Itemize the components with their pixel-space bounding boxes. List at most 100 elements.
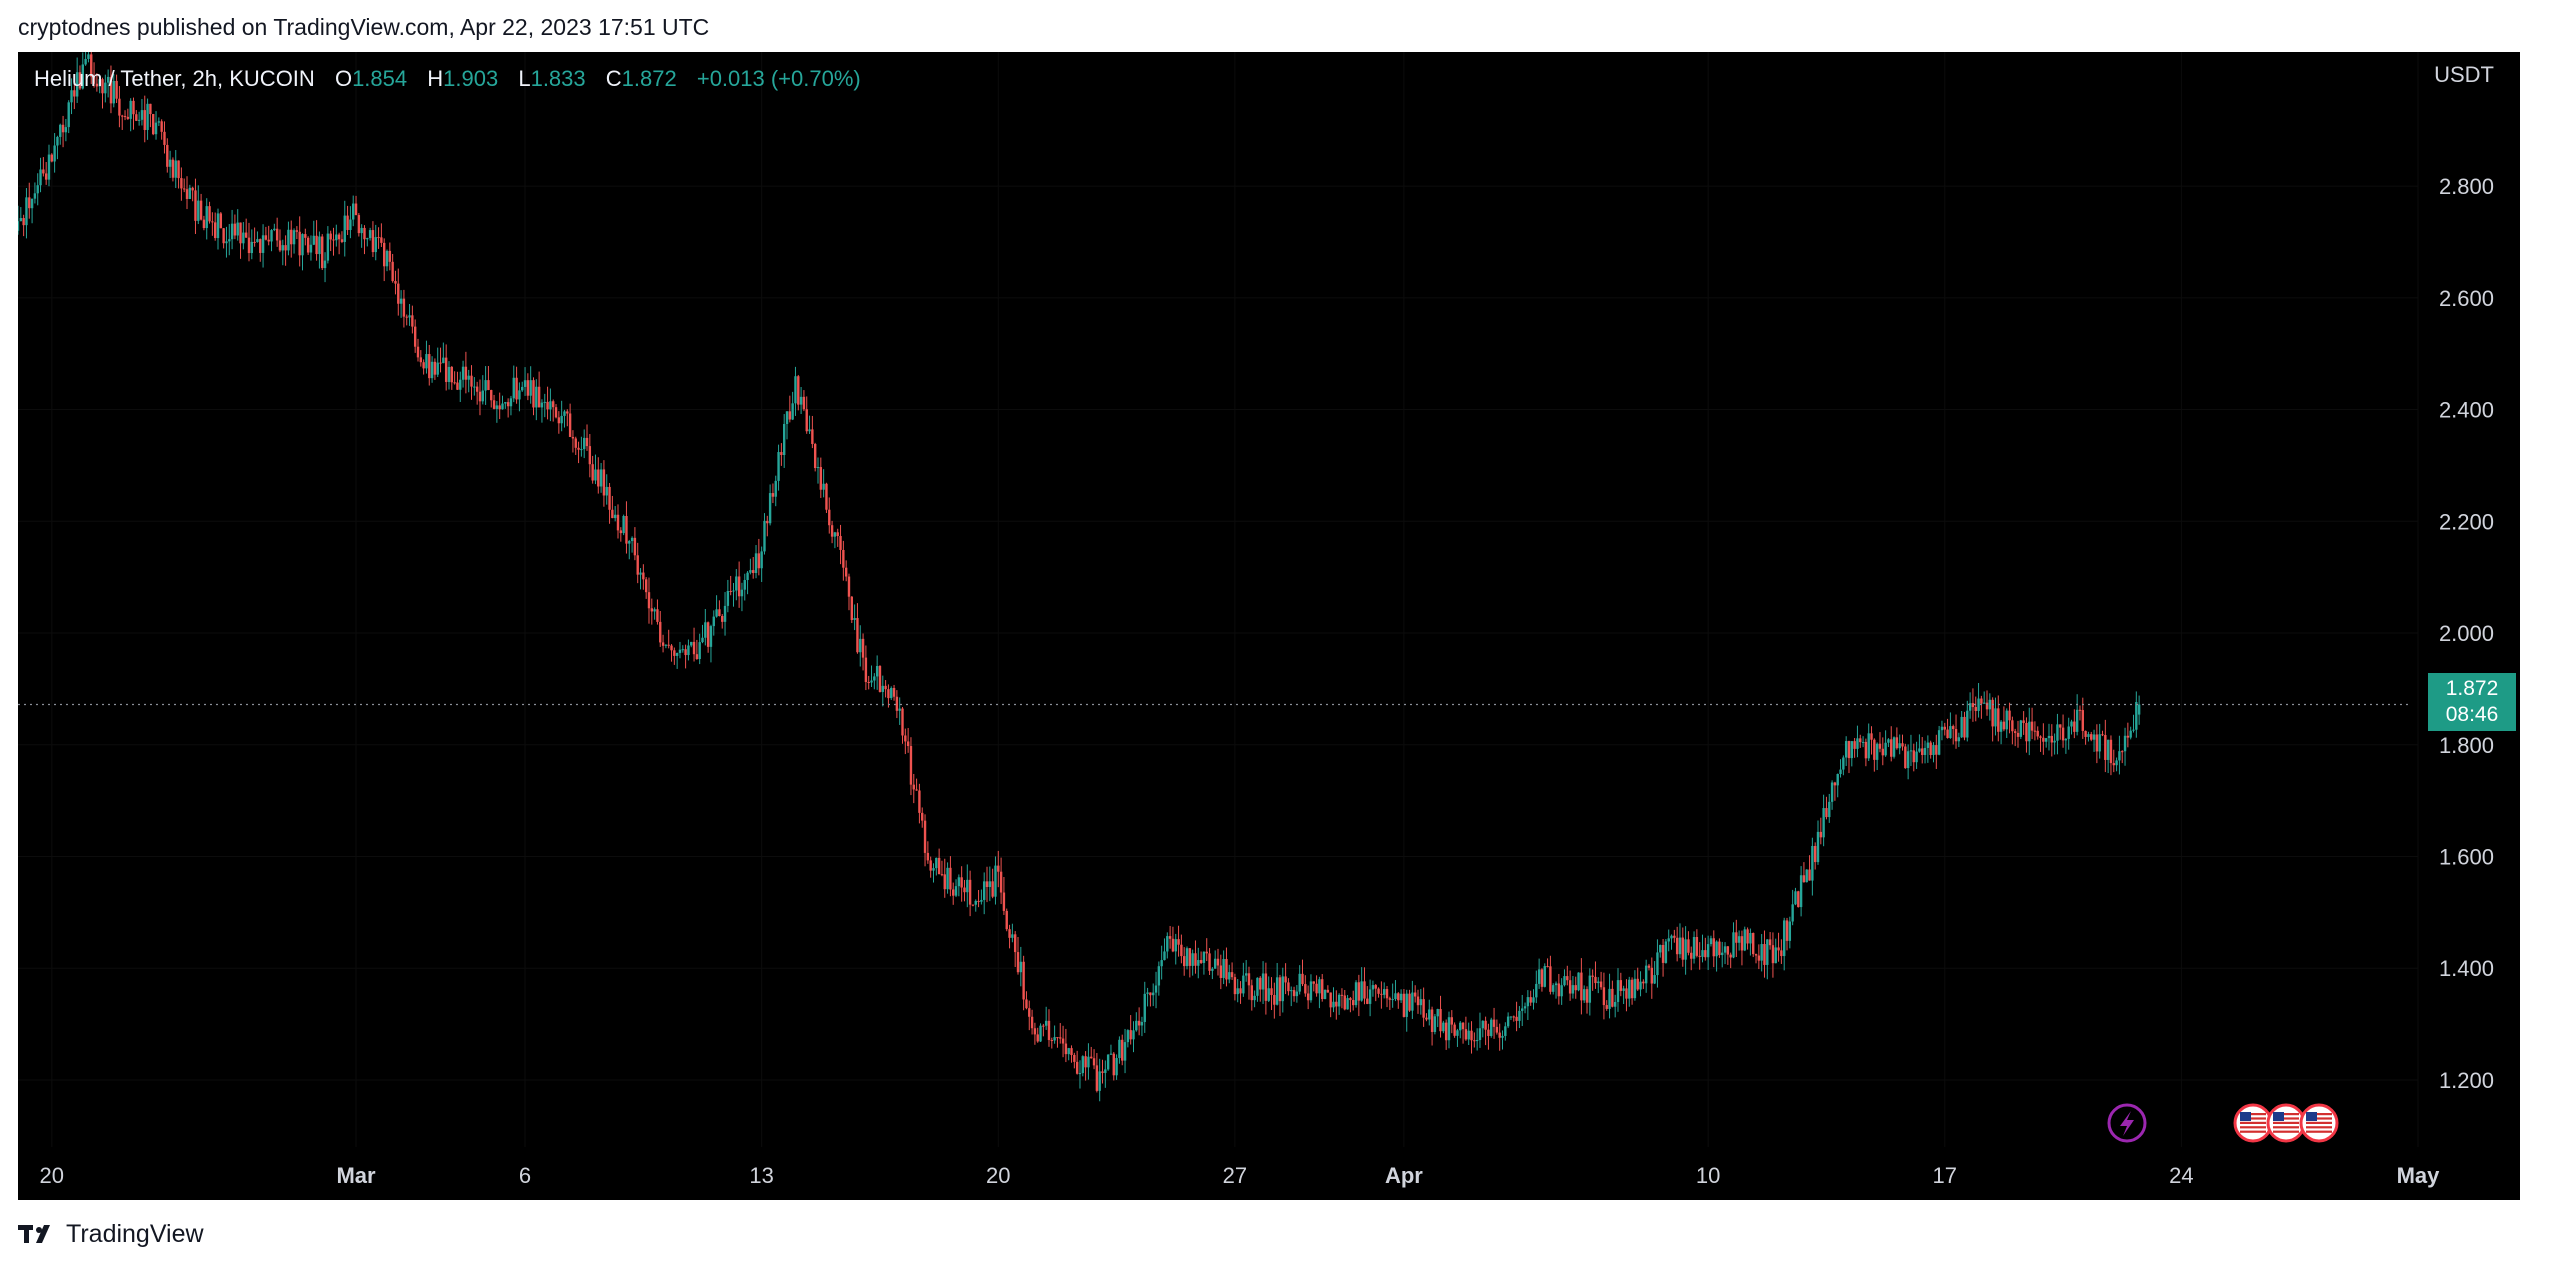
candle-body bbox=[985, 881, 989, 887]
candle-body bbox=[78, 72, 82, 89]
candle-body bbox=[1625, 988, 1628, 999]
candle-body bbox=[1529, 997, 1532, 1003]
candle-body bbox=[1599, 981, 1603, 988]
candle-body bbox=[244, 232, 248, 238]
candle-body bbox=[377, 237, 380, 239]
candle-body bbox=[1301, 973, 1304, 985]
candle-body bbox=[1706, 944, 1710, 958]
candle-body bbox=[70, 90, 73, 103]
candle-body bbox=[1478, 1028, 1482, 1041]
candle-body bbox=[1608, 988, 1611, 1009]
us-flag-icon[interactable] bbox=[2299, 1103, 2339, 1143]
candle-body bbox=[737, 576, 741, 597]
candle-body bbox=[1095, 1065, 1099, 1091]
candle-body bbox=[1199, 960, 1203, 963]
lightning-icon[interactable] bbox=[2107, 1103, 2147, 1143]
candle-body bbox=[774, 480, 777, 497]
candle-body bbox=[205, 206, 208, 229]
candle-body bbox=[2118, 751, 2121, 761]
candle-body bbox=[39, 169, 42, 186]
candle-body bbox=[571, 436, 575, 439]
candle-body bbox=[597, 469, 600, 487]
candle-body bbox=[506, 402, 510, 407]
candle-body bbox=[281, 245, 284, 251]
candle-body bbox=[185, 189, 189, 199]
candle-body bbox=[639, 572, 642, 575]
candle-body bbox=[1597, 981, 1600, 984]
candle-body bbox=[337, 234, 341, 240]
candle-body bbox=[174, 160, 177, 178]
candle-body bbox=[1963, 716, 1966, 738]
chart-area[interactable]: USDT 1.200 1.400 1.600 1.800 2.000 2.200 2.400 2… bbox=[18, 52, 2520, 1200]
candle-body bbox=[842, 549, 845, 568]
candle-body bbox=[1833, 782, 1837, 786]
candle-body bbox=[1929, 742, 1932, 756]
candle-body bbox=[1692, 937, 1696, 959]
candle-body bbox=[1988, 699, 1992, 710]
candle-body bbox=[309, 244, 313, 253]
candle-body bbox=[1092, 1058, 1096, 1066]
candle-body bbox=[971, 904, 975, 906]
candle-body bbox=[875, 666, 879, 677]
candle-body bbox=[1168, 936, 1172, 939]
candle-body bbox=[1197, 960, 1200, 966]
low-label: L bbox=[518, 66, 531, 91]
price-axis-tick: 1.600 bbox=[2439, 844, 2494, 869]
candle-body bbox=[1585, 989, 1589, 1003]
candle-body bbox=[1887, 739, 1890, 743]
candle-body bbox=[977, 900, 980, 902]
candle-body bbox=[1078, 1073, 1082, 1075]
time-axis-tick: 17 bbox=[1933, 1163, 1957, 1188]
candle-body bbox=[1399, 993, 1403, 1001]
candle-body bbox=[1213, 958, 1217, 969]
candle-body bbox=[349, 219, 352, 231]
candle-body bbox=[306, 237, 310, 253]
price-axis-tick: 1.800 bbox=[2439, 733, 2494, 758]
price-chart[interactable]: USDT 1.200 1.400 1.600 1.800 2.000 2.200 2.400 2… bbox=[18, 52, 2520, 1200]
candle-body bbox=[1019, 961, 1023, 973]
symbol-title: Helium / Tether, 2h, KUCOIN bbox=[34, 66, 315, 91]
candle-body bbox=[1405, 993, 1408, 1017]
candle-body bbox=[890, 687, 893, 699]
candle-body bbox=[839, 536, 842, 550]
candle-body bbox=[811, 429, 814, 444]
candle-body bbox=[1366, 998, 1369, 1004]
candle-body bbox=[1844, 741, 1848, 758]
candle-body bbox=[1909, 750, 1913, 752]
candle-body bbox=[1126, 1030, 1130, 1043]
tradingview-brand[interactable]: TradingView bbox=[66, 1219, 204, 1248]
us-flag-icon[interactable] bbox=[2233, 1103, 2273, 1143]
us-flag-icon-stripe bbox=[2273, 1113, 2299, 1116]
candle-body bbox=[1667, 938, 1670, 942]
us-flag-icon[interactable] bbox=[2266, 1103, 2306, 1143]
candle-body bbox=[1059, 1037, 1062, 1039]
candle-body bbox=[732, 590, 735, 592]
candle-body bbox=[1357, 982, 1361, 1001]
candle-body bbox=[168, 159, 172, 167]
time-axis-tick: 20 bbox=[40, 1163, 64, 1188]
candle-body bbox=[1904, 746, 1907, 769]
candle-body bbox=[61, 124, 65, 133]
candle-body bbox=[197, 200, 200, 221]
candle-body bbox=[104, 82, 107, 94]
candle-body bbox=[664, 644, 668, 646]
candle-body bbox=[2011, 720, 2014, 732]
candle-body bbox=[2092, 734, 2096, 740]
candle-body bbox=[926, 852, 930, 861]
candle-body bbox=[560, 415, 563, 424]
candle-body bbox=[473, 386, 476, 388]
tradingview-logo-icon[interactable] bbox=[18, 1223, 58, 1245]
candle-body bbox=[1340, 994, 1344, 996]
candle-body bbox=[1647, 965, 1651, 968]
candle-body bbox=[853, 618, 856, 620]
candle-body bbox=[498, 405, 501, 410]
candle-body bbox=[354, 203, 358, 216]
time-axis-tick: 27 bbox=[1223, 1163, 1247, 1188]
candle-body bbox=[1239, 988, 1242, 994]
candle-body bbox=[273, 228, 276, 231]
candle-body bbox=[1504, 1026, 1507, 1036]
candle-body bbox=[585, 437, 589, 447]
candle-body bbox=[1582, 989, 1586, 1001]
candle-body bbox=[1557, 983, 1561, 997]
us-flag-icon-stripe bbox=[2306, 1121, 2332, 1124]
